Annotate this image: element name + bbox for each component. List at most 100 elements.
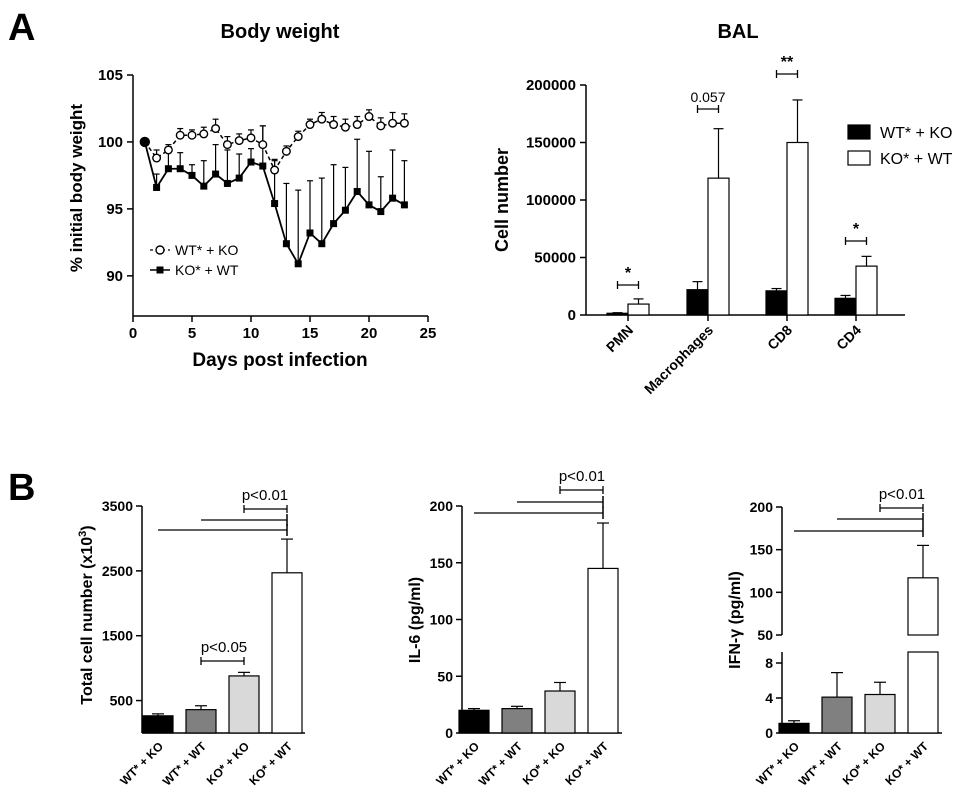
significance-bracket: [559, 486, 604, 494]
bar-wt-ko: [834, 297, 857, 316]
data-point-wt-ko: [246, 133, 256, 143]
data-point-ko-wt: [153, 183, 161, 191]
data-point-ko-wt: [200, 182, 208, 190]
bar-ko-wt: [627, 303, 650, 316]
bar: [185, 709, 217, 734]
y-axis-label-suffix: ): [79, 525, 96, 530]
y-tick-label: 50: [757, 627, 773, 643]
significance-label: p<0.01: [879, 486, 925, 503]
y-tick-label: 0: [765, 725, 773, 741]
data-point-wt-ko: [352, 120, 362, 130]
y-axis-label: Cell number: [492, 148, 512, 252]
legend-label-wt-ko: WT* + KO: [175, 242, 239, 258]
bar: [271, 572, 303, 734]
data-point-wt-ko: [152, 153, 162, 163]
x-tick-label: KO* + KO: [520, 739, 568, 787]
data-point-ko-wt: [188, 171, 196, 179]
y-tick-label: 500: [110, 693, 134, 709]
y-tick-label: 100: [98, 134, 123, 151]
x-tick-label: 5: [188, 325, 196, 342]
significance-label: p<0.01: [559, 468, 605, 485]
data-point-wt-ko: [317, 114, 327, 124]
x-tick-label: 15: [302, 325, 319, 342]
data-point-ko-wt: [377, 208, 385, 216]
data-point-wt-ko: [270, 165, 280, 175]
bar: [501, 707, 533, 734]
x-tick-label: CD4: [833, 322, 864, 353]
x-tick-label: KO* + WT: [246, 739, 295, 788]
bar-upper: [907, 577, 939, 636]
legend-marker-wt-ko: [155, 245, 165, 255]
data-point-ko-wt: [247, 158, 255, 166]
y-tick-label: 1500: [102, 628, 133, 644]
data-point-ko-wt: [330, 220, 338, 228]
data-point-wt-ko: [234, 136, 244, 146]
x-tick-label: WT* + WT: [160, 739, 210, 789]
x-tick-label: WT* + WT: [476, 739, 526, 789]
data-point-ko-wt: [271, 200, 279, 208]
bar: [458, 709, 490, 734]
y-tick-label: 200: [750, 499, 774, 515]
data-point-ko-wt: [353, 187, 361, 195]
legend-swatch-ko-wt: [847, 150, 871, 166]
y-tick-label: 150: [430, 555, 454, 571]
y-axis-label: IL-6 (pg/ml): [407, 577, 424, 663]
x-tick-label: WT* + KO: [753, 739, 802, 788]
data-point-ko-wt: [212, 170, 220, 178]
y-axis-label: IFN-γ (pg/ml): [727, 571, 744, 669]
data-point-wt-ko: [258, 140, 268, 150]
data-point-wt-ko: [139, 136, 151, 148]
y-tick-label: 100: [750, 584, 774, 600]
data-point-ko-wt: [365, 201, 373, 209]
panel-label-a: A: [8, 7, 35, 49]
y-axis-label: Total cell number (x103): [77, 525, 96, 704]
data-point-ko-wt: [400, 201, 408, 209]
data-point-wt-ko: [175, 130, 185, 140]
data-point-wt-ko: [305, 120, 315, 130]
data-point-ko-wt: [341, 206, 349, 214]
x-tick-label: KO* + KO: [840, 739, 888, 787]
data-point-wt-ko: [364, 112, 374, 122]
significance-bracket: [775, 70, 799, 78]
x-tick-label: KO* + WT: [562, 739, 611, 788]
significance-label: p<0.01: [242, 487, 288, 504]
significance-bracket: [243, 505, 288, 513]
significance-bracket: [844, 237, 868, 245]
body-weight-chart: Body weight 90 95 100 105 0 5 10 15 20 25 Days post…: [67, 21, 436, 371]
chart-title: BAL: [717, 21, 758, 43]
data-point-wt-ko: [388, 118, 398, 128]
y-tick-label: 100000: [526, 192, 576, 209]
data-point-ko-wt: [259, 162, 267, 170]
bar-wt-ko: [765, 290, 788, 316]
y-tick-label: 90: [106, 268, 123, 285]
data-point-ko-wt: [176, 165, 184, 173]
bar: [864, 693, 896, 734]
bar: [821, 696, 853, 734]
data-point-ko-wt: [318, 240, 326, 248]
data-point-ko-wt: [223, 179, 231, 187]
significance-label: *: [625, 265, 632, 282]
y-tick-label: 95: [106, 201, 123, 218]
y-tick-label: 4: [765, 690, 773, 706]
x-tick-label: 25: [420, 325, 437, 342]
x-tick-label: WT* + KO: [433, 739, 482, 788]
x-tick-label: KO* + WT: [882, 739, 931, 788]
data-point-ko-wt: [389, 194, 397, 202]
bar: [228, 675, 260, 734]
bar: [544, 690, 576, 734]
significance-label: **: [781, 54, 794, 71]
bar-ko-wt: [786, 141, 809, 316]
bar: [587, 567, 619, 734]
data-point-wt-ko: [340, 122, 350, 132]
x-tick-label: 10: [243, 325, 260, 342]
x-tick-label: KO* + KO: [204, 739, 252, 787]
data-point-wt-ko: [199, 129, 209, 139]
bar-wt-ko: [686, 289, 709, 316]
y-tick-label: 200: [430, 498, 454, 514]
significance-bracket: [200, 657, 245, 665]
bar-ko-wt: [855, 265, 878, 316]
x-tick-label: CD8: [764, 322, 795, 353]
data-point-wt-ko: [211, 124, 221, 134]
